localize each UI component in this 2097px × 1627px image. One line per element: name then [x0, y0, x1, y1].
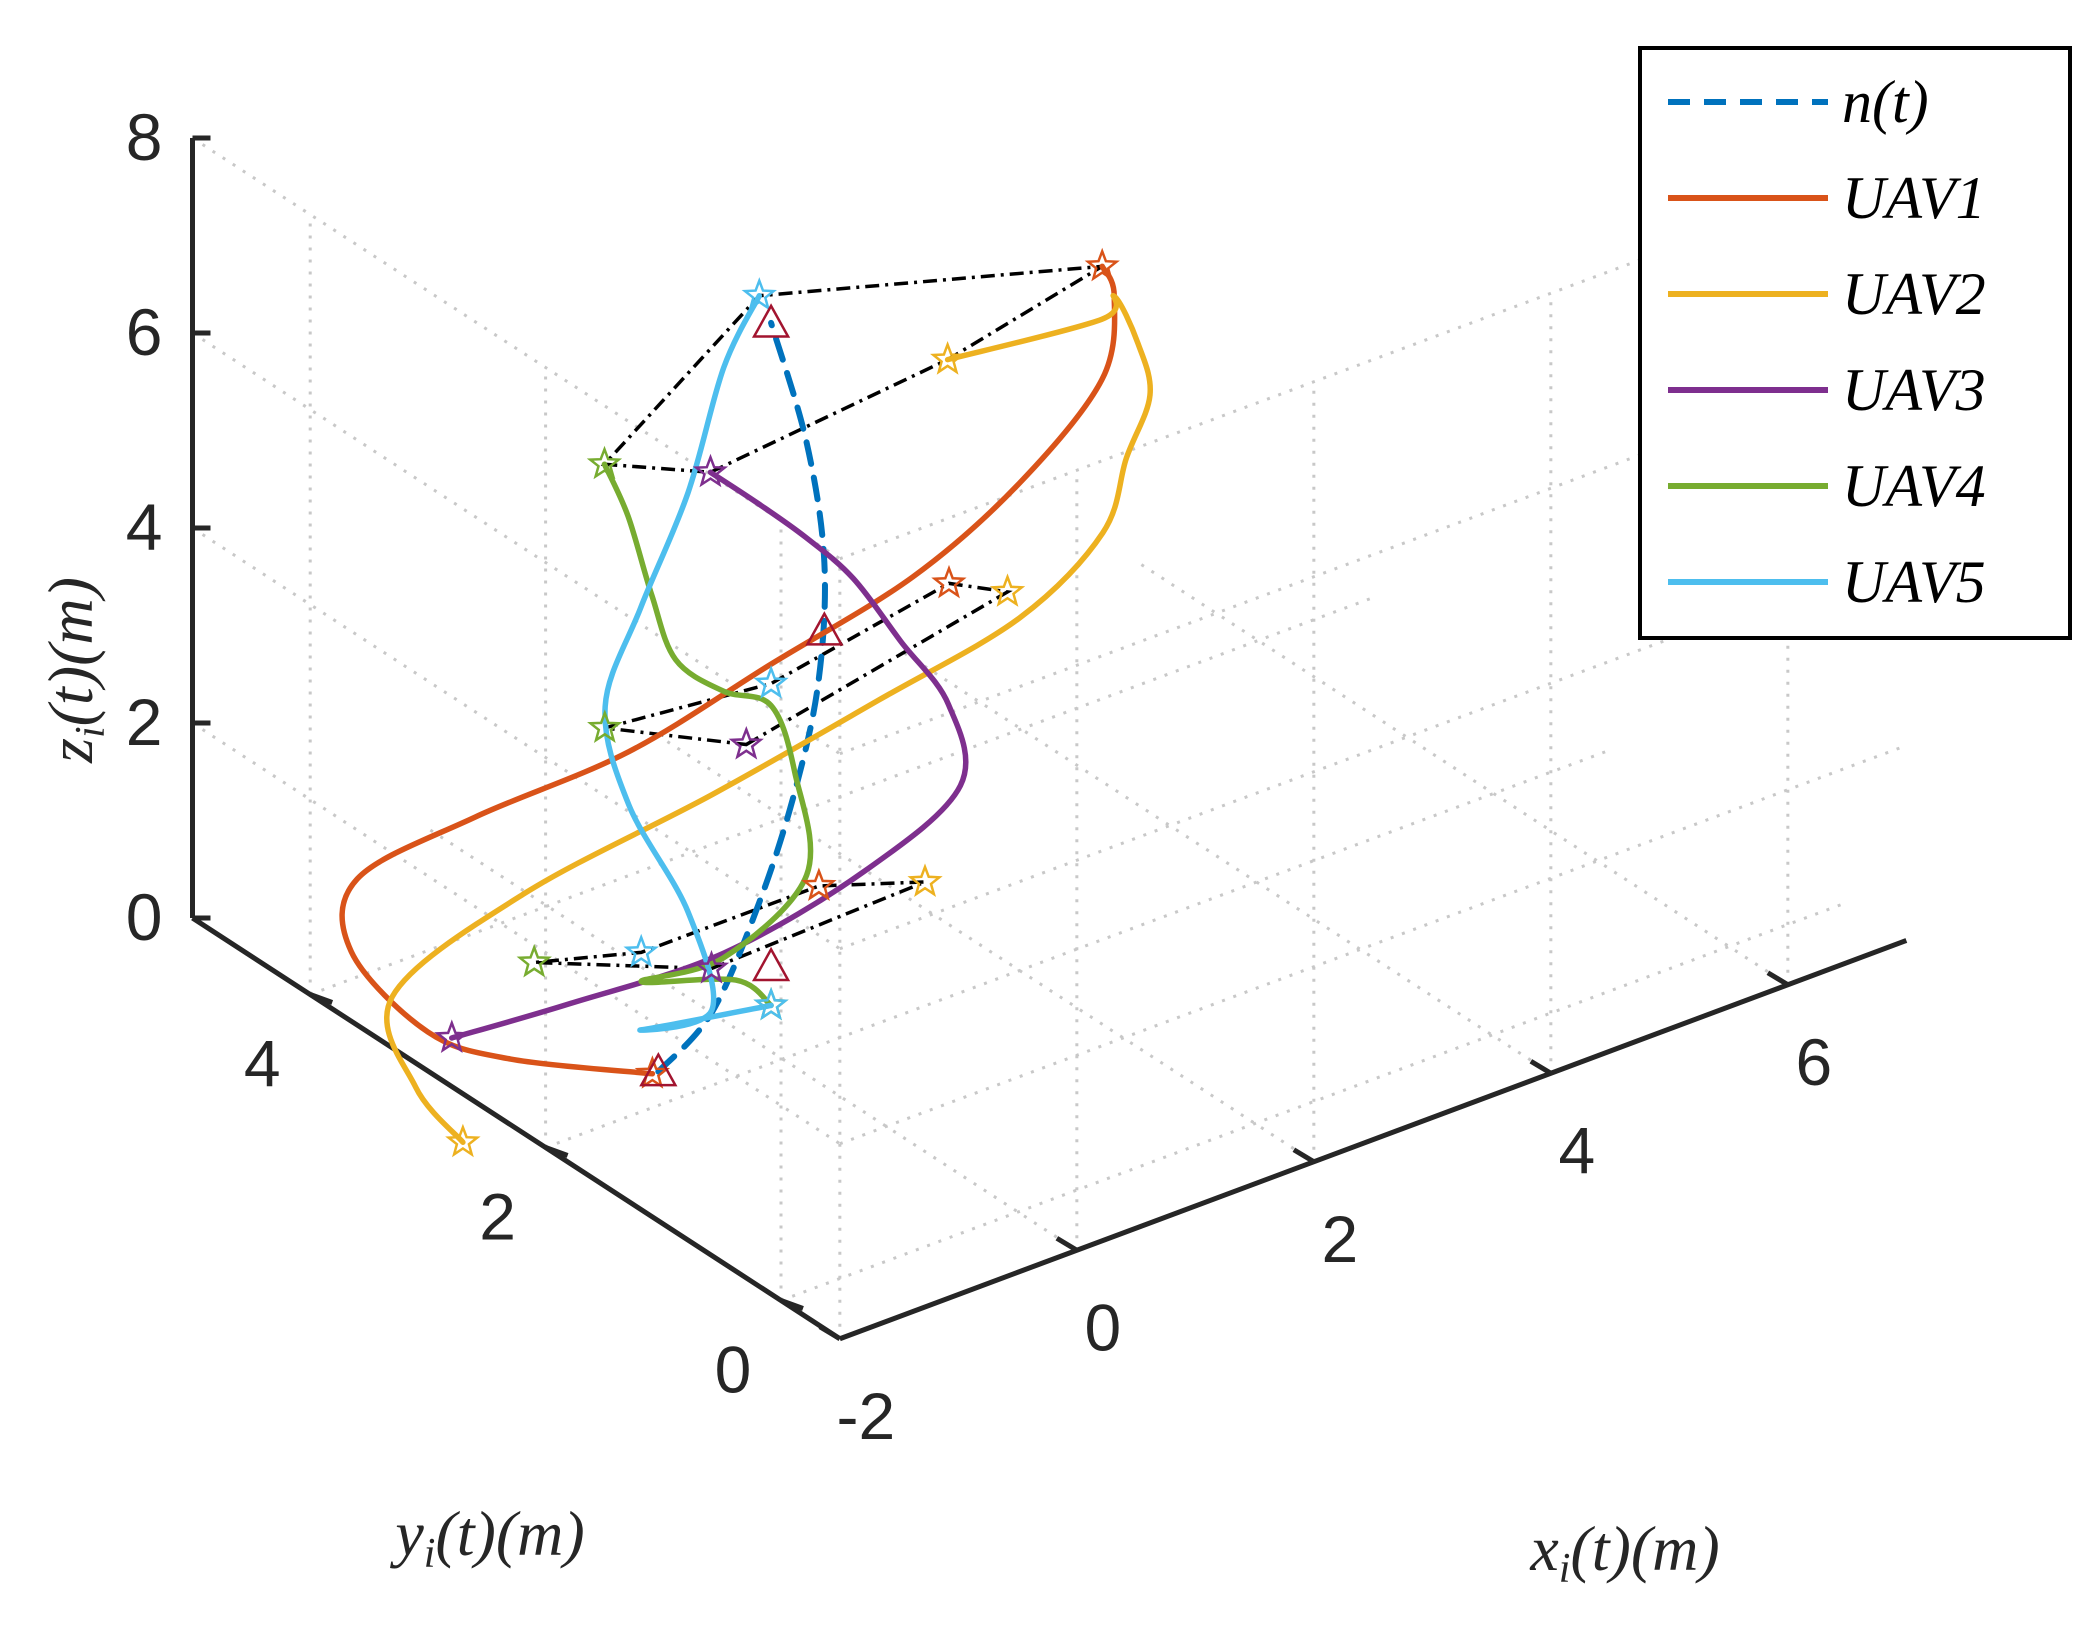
- x-tick-label: -2: [837, 1379, 896, 1453]
- grid-line: [839, 744, 1907, 1146]
- star-marker: [989, 573, 1026, 607]
- star-marker: [801, 867, 837, 901]
- star-marker: [693, 949, 730, 984]
- legend-label: UAV2: [1842, 261, 1986, 327]
- series-line-uav2: [384, 292, 1153, 1145]
- axes: [190, 135, 1908, 1342]
- y-tick-mark: [309, 992, 334, 1005]
- y-axis-label: yi(t)(m): [389, 1498, 584, 1577]
- y-tick-mark: [544, 1145, 569, 1158]
- x-tick-mark: [818, 1324, 842, 1341]
- z-tick-label: 2: [126, 685, 163, 759]
- star-marker: [623, 933, 659, 968]
- star-marker: [728, 725, 764, 760]
- series-line-nt: [655, 319, 828, 1075]
- star-marker: [692, 453, 729, 488]
- star-marker: [586, 445, 623, 480]
- x-tick-label: 4: [1558, 1113, 1595, 1187]
- x-tick-label: 0: [1084, 1290, 1121, 1364]
- formation-polygon: [600, 264, 1104, 475]
- grid-line: [191, 526, 841, 951]
- z-tick-label: 8: [126, 100, 163, 174]
- x-axis-line: [838, 938, 1908, 1342]
- x-tick-mark: [1766, 970, 1790, 987]
- star-marker: [587, 709, 623, 743]
- star-marker: [930, 341, 966, 375]
- z-tick-label: 6: [126, 295, 163, 369]
- z-tick-label: 4: [126, 490, 163, 564]
- grid-line: [665, 739, 1315, 1164]
- series-line-uav3: [449, 469, 969, 1041]
- grid-line: [191, 136, 841, 561]
- x-tick-label: 2: [1321, 1202, 1358, 1276]
- grid-line: [309, 594, 1378, 996]
- legend-label: UAV5: [1842, 549, 1986, 615]
- triangle-marker: [805, 611, 844, 646]
- x-tick-label: 6: [1795, 1025, 1832, 1099]
- legend: n(t) UAV1 UAV2 UAV3 UAV4 UAV5: [1638, 46, 2072, 640]
- position-markers: [434, 247, 1120, 1158]
- star-marker: [516, 943, 552, 978]
- star-marker: [931, 564, 967, 599]
- grid-line: [191, 331, 841, 756]
- grid-line: [1139, 562, 1789, 987]
- z-axis-label: zi(t)(m): [35, 577, 114, 764]
- series-line-uav5: [602, 292, 774, 1033]
- y-axis-line: [191, 915, 842, 1341]
- grid-line: [545, 747, 1613, 1149]
- x-tick-mark: [1292, 1147, 1316, 1164]
- star-marker: [907, 863, 943, 898]
- series-line-uav4: [601, 461, 814, 1009]
- star-marker: [434, 1019, 470, 1053]
- grid-line: [428, 828, 1078, 1252]
- triangle-marker: [639, 1051, 678, 1087]
- x-tick-mark: [1055, 1236, 1079, 1253]
- y-tick-mark: [780, 1298, 804, 1311]
- triangle-marker: [751, 946, 791, 982]
- legend-label: UAV3: [1842, 357, 1986, 423]
- legend-label: UAV1: [1842, 165, 1986, 231]
- star-marker: [445, 1123, 481, 1158]
- y-tick-label: 2: [479, 1180, 516, 1254]
- tick-labels: 0 2 4 6 8 0 2 4 -2 0 2 4 6: [126, 100, 1832, 1453]
- triangle-marker: [751, 303, 791, 338]
- legend-box: [1638, 46, 2072, 640]
- star-marker: [1084, 247, 1120, 282]
- y-tick-label: 0: [715, 1333, 752, 1407]
- grid-line: [780, 900, 1849, 1302]
- star-marker: [741, 277, 777, 311]
- star-marker: [753, 665, 789, 699]
- y-tick-label: 4: [244, 1027, 281, 1101]
- grid-line: [902, 651, 1552, 1075]
- trajectory-series: [339, 263, 1153, 1145]
- grid-line: [191, 721, 841, 1146]
- z-tick-label: 0: [126, 880, 163, 954]
- legend-label: n(t): [1842, 69, 1929, 135]
- formation-polygon: [604, 581, 1013, 747]
- series-line-uav1: [339, 263, 1118, 1077]
- formation-links: [534, 264, 1104, 971]
- star-marker: [634, 1055, 671, 1089]
- star-marker: [753, 986, 789, 1021]
- x-axis-label: xi(t)(m): [1529, 1513, 1719, 1592]
- legend-label: UAV4: [1842, 453, 1986, 519]
- x-tick-mark: [1529, 1059, 1553, 1076]
